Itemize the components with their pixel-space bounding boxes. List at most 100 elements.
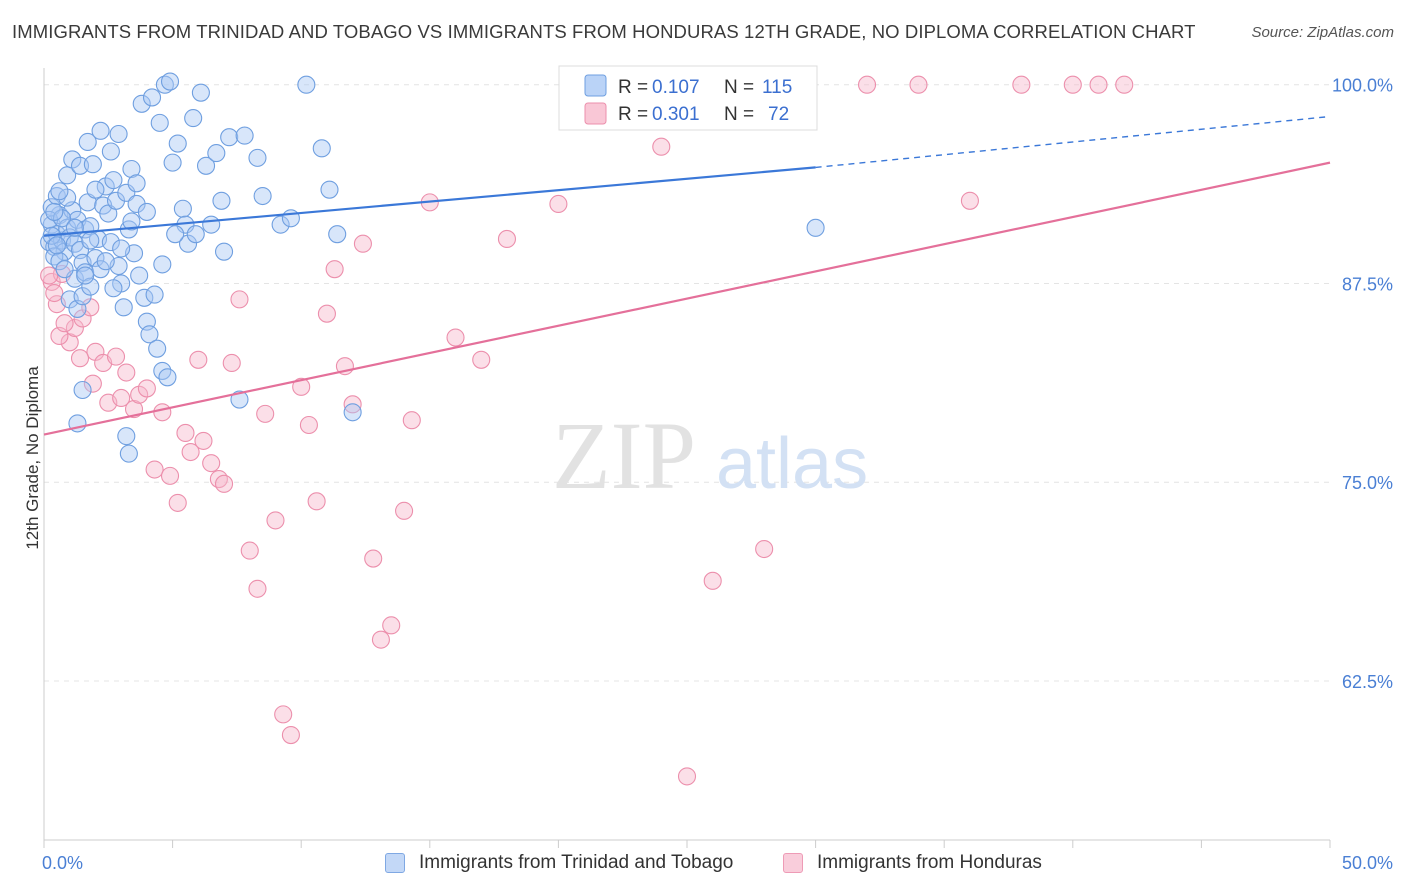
- data-point-trinidad: [73, 287, 92, 306]
- data-point-honduras: [55, 314, 74, 333]
- data-point-trinidad: [297, 75, 316, 94]
- data-point-trinidad: [122, 212, 141, 231]
- grid-lines: [44, 84, 1330, 682]
- data-point-trinidad: [81, 231, 100, 250]
- data-point-trinidad: [166, 225, 185, 244]
- data-point-trinidad: [76, 266, 95, 285]
- legend-swatch-trinidad: [385, 853, 405, 873]
- data-point-honduras: [307, 492, 326, 511]
- data-point-honduras: [60, 333, 79, 352]
- bottom-legend-label-trinidad: Immigrants from Trinidad and Tobago: [419, 852, 734, 873]
- data-point-trinidad: [135, 288, 154, 307]
- data-point-trinidad: [248, 148, 267, 167]
- watermark: ZIP atlas: [552, 402, 868, 509]
- y-axis-title: 12th Grade, No Diploma: [23, 366, 42, 550]
- axes: [43, 68, 1331, 848]
- data-point-honduras: [857, 75, 877, 94]
- data-point-honduras: [677, 767, 697, 786]
- data-point-honduras: [194, 431, 213, 450]
- data-point-honduras: [45, 283, 64, 303]
- data-point-honduras: [274, 705, 293, 724]
- data-point-trinidad: [145, 285, 164, 304]
- data-point-trinidad: [114, 298, 133, 317]
- data-point-honduras: [317, 304, 336, 323]
- legend-n-value-blue: 115: [762, 77, 792, 98]
- data-point-honduras: [181, 442, 200, 462]
- trend-line-trinidad: [43, 166, 816, 237]
- data-point-trinidad: [214, 242, 234, 261]
- trend-line-trinidad-extension: [815, 115, 1331, 169]
- data-point-trinidad: [122, 159, 141, 179]
- data-point-trinidad: [230, 390, 249, 409]
- data-point-honduras: [153, 403, 172, 422]
- data-point-trinidad: [806, 218, 825, 237]
- data-point-trinidad: [137, 202, 156, 221]
- data-point-honduras: [703, 571, 722, 590]
- bottom-legend-item-honduras: Immigrants from Honduras: [783, 852, 1042, 874]
- data-point-trinidad: [184, 109, 203, 128]
- data-point-trinidad: [191, 83, 210, 102]
- legend-n-label-pink: N =: [724, 104, 754, 125]
- y-tick-label: 100.0%: [1332, 76, 1393, 96]
- legend-swatch-blue: [584, 74, 607, 97]
- legend-r-label-blue: R =: [618, 77, 648, 98]
- data-point-honduras: [472, 350, 491, 369]
- data-point-trinidad: [186, 225, 205, 244]
- data-point-honduras: [230, 290, 249, 309]
- data-point-honduras: [446, 328, 465, 347]
- data-point-trinidad: [168, 134, 187, 153]
- data-point-honduras: [189, 350, 208, 369]
- bottom-legend-item-trinidad: Immigrants from Trinidad and Tobago: [385, 852, 733, 874]
- series-trinidad-points: [40, 72, 825, 463]
- data-point-trinidad: [235, 126, 254, 145]
- y-tick-label: 75.0%: [1342, 473, 1393, 493]
- data-point-trinidad: [212, 191, 231, 210]
- data-point-honduras: [222, 353, 241, 373]
- data-point-trinidad: [117, 427, 136, 446]
- data-point-trinidad: [160, 72, 180, 91]
- data-point-honduras: [402, 411, 421, 430]
- data-point-honduras: [1012, 75, 1031, 94]
- data-point-trinidad: [78, 132, 97, 152]
- data-point-trinidad: [328, 225, 347, 244]
- data-point-trinidad: [163, 153, 182, 172]
- x-tick-labels: 0.0% 50.0%: [42, 853, 1393, 873]
- data-point-trinidad: [81, 277, 100, 296]
- data-point-trinidad: [73, 380, 92, 400]
- data-point-trinidad: [45, 247, 64, 266]
- bottom-legend: Immigrants from Trinidad and Tobago Immi…: [0, 852, 1406, 876]
- data-point-trinidad: [158, 368, 177, 387]
- data-point-trinidad: [86, 180, 105, 199]
- legend-r-value-blue: 0.107: [652, 77, 700, 98]
- data-point-trinidad: [312, 139, 331, 158]
- legend-swatch-honduras: [783, 853, 803, 873]
- data-point-trinidad: [220, 128, 239, 147]
- data-point-trinidad: [150, 113, 169, 132]
- data-point-trinidad: [104, 279, 123, 298]
- data-point-trinidad: [96, 252, 115, 271]
- series-honduras-points: [40, 75, 1134, 786]
- data-point-trinidad: [83, 155, 102, 174]
- data-point-honduras: [117, 363, 136, 382]
- trend-lines: [43, 115, 1331, 436]
- data-point-honduras: [371, 630, 390, 649]
- data-point-honduras: [124, 400, 144, 419]
- data-point-honduras: [364, 549, 383, 568]
- data-point-honduras: [112, 388, 131, 408]
- y-tick-label: 62.5%: [1342, 672, 1393, 692]
- data-point-honduras: [106, 347, 126, 366]
- x-tick-label-max: 50.0%: [1342, 853, 1393, 873]
- data-point-honduras: [755, 539, 774, 559]
- bottom-legend-label-honduras: Immigrants from Honduras: [817, 852, 1042, 873]
- data-point-trinidad: [271, 215, 290, 234]
- watermark-zip: ZIP: [552, 402, 696, 509]
- data-point-honduras: [240, 541, 259, 560]
- data-point-honduras: [281, 726, 300, 745]
- data-point-trinidad: [127, 174, 146, 193]
- data-point-honduras: [83, 374, 102, 393]
- data-point-trinidad: [45, 202, 64, 221]
- data-point-trinidad: [86, 248, 105, 268]
- data-point-trinidad: [142, 88, 162, 107]
- legend-r-label-pink: R =: [618, 104, 648, 125]
